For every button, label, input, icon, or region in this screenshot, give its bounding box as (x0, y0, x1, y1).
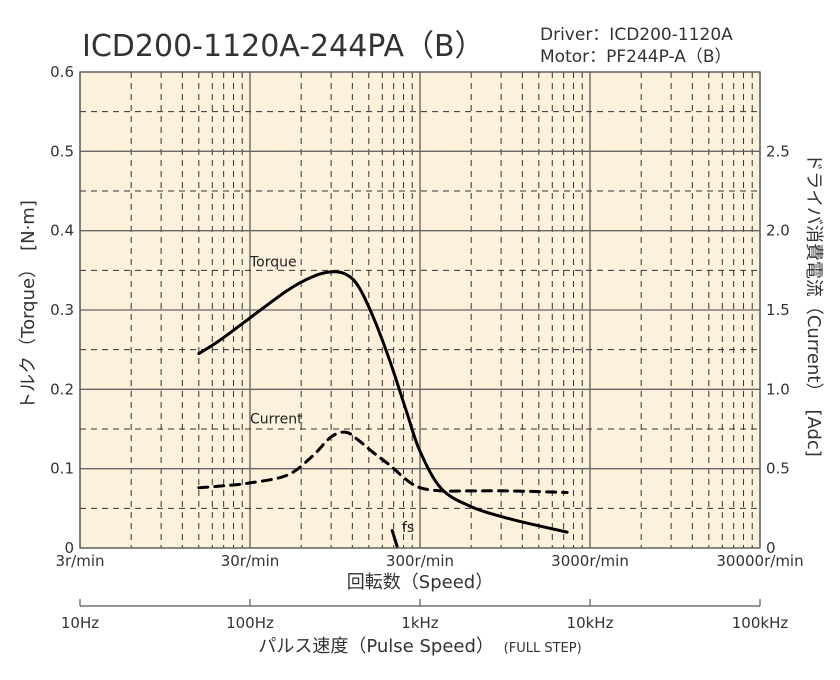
y-tick-label: 0.4 (50, 222, 74, 240)
y-tick-label: 0.1 (50, 460, 74, 478)
pulse-speed-label-main: パルス速度（Pulse Speed） (258, 636, 494, 657)
annotation-fs: fs (402, 520, 414, 536)
x-tick-label: 3000r/min (551, 552, 629, 570)
motor-label: Motor：PF244P-A（B） (540, 47, 732, 67)
y-right-tick-label: 2.5 (766, 142, 790, 160)
y-right-tick-label: 0.5 (766, 460, 790, 478)
pulse-speed-label-suffix: (FULL STEP) (504, 641, 582, 656)
plot-frame (79, 71, 761, 549)
y-right-tick-label: 1.5 (766, 301, 790, 319)
y-tick-label: 0.2 (50, 380, 74, 398)
pulse-speed-label: パルス速度（Pulse Speed） (FULL STEP) (258, 636, 581, 657)
pulse-speed-tick-label: 100Hz (226, 614, 274, 632)
series-line-current (197, 430, 569, 494)
y-tick-label: 0.3 (50, 301, 74, 319)
annotation-current: Current (250, 411, 303, 427)
y-right-tick-label: 2.0 (766, 222, 790, 240)
series-line-torque (197, 270, 569, 534)
pulse-speed-tick-label: 1kHz (401, 614, 439, 632)
tick-labels: 0 0.1 0.2 0.3 0.4 0.5 0.6 0 0.5 1.0 1.5 2.0 2.5 3r/mi… (50, 63, 803, 570)
y-axis-right-label: ドライバ消費電流（Current） [Adc] (803, 153, 824, 457)
y-right-tick-label: 1.0 (766, 380, 790, 398)
pulse-speed-tick-label: 10Hz (61, 614, 99, 632)
y-tick-label: 0 (64, 539, 74, 557)
y-tick-label: 0.6 (50, 63, 74, 81)
series-layer: Torque Current fs (197, 254, 569, 548)
chart-title: ICD200-1120A-244PA（B） (82, 29, 485, 64)
x-tick-label: 300r/min (386, 552, 454, 570)
x-tick-label: 30000r/min (716, 552, 803, 570)
y-tick-label: 0.5 (50, 142, 74, 160)
x-tick-label: 3r/min (55, 552, 104, 570)
series-line-fs (390, 529, 399, 548)
x-tick-label: 30r/min (221, 552, 280, 570)
annotation-torque: Torque (249, 254, 297, 270)
driver-label: Driver：ICD200-1120A (540, 25, 733, 45)
pulse-speed-tick-label: 100kHz (732, 614, 789, 632)
pulse-speed-axis: 10Hz 100Hz 1kHz 10kHz 100kHz (61, 599, 788, 632)
y-axis-label: トルク（Torque） [N·m] (18, 200, 39, 410)
pulse-speed-tick-label: 10kHz (567, 614, 614, 632)
y-right-tick-label: 0 (766, 539, 776, 557)
x-axis-label: 回転数（Speed） (347, 572, 493, 593)
